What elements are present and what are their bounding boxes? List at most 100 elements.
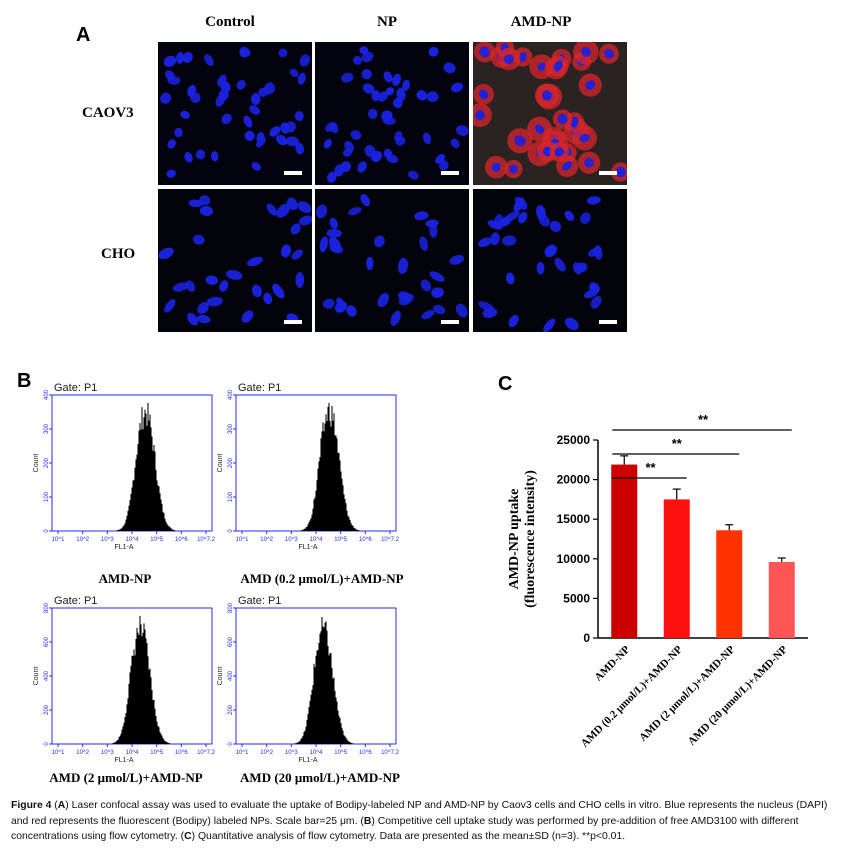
nucleus <box>580 212 591 224</box>
y-tick-label: 100 <box>228 491 234 502</box>
nucleus <box>557 114 568 125</box>
nucleus <box>251 162 261 171</box>
nucleus <box>554 257 566 272</box>
nucleus <box>377 91 388 102</box>
y-tick-label: 200 <box>228 457 234 468</box>
bar <box>663 499 690 638</box>
x-tick-label: 10^6 <box>175 537 188 543</box>
nucleus <box>220 81 231 94</box>
nucleus <box>197 302 209 315</box>
nucleus <box>498 216 512 227</box>
nucleus <box>165 70 175 81</box>
nucleus <box>289 68 299 78</box>
significance-marker: ** <box>698 412 709 427</box>
nucleus <box>176 52 185 64</box>
nucleus <box>219 280 229 292</box>
nucleus <box>290 223 301 235</box>
y-tick-label: 20000 <box>557 473 591 487</box>
nucleus <box>244 130 255 142</box>
nucleus <box>377 293 390 308</box>
y-tick-label: 300 <box>44 423 50 434</box>
nucleus <box>538 214 550 227</box>
nucleus <box>479 89 489 100</box>
category-label: AMD (20 μmol/L)+AMD-NP <box>686 643 790 747</box>
nucleus <box>361 69 372 80</box>
x-tick-label: 10^2 <box>260 537 273 543</box>
nucleus <box>280 244 292 258</box>
flow-label-amd-np: AMD-NP <box>98 571 152 586</box>
panel-c-letter: C <box>498 373 512 395</box>
nucleus <box>431 287 444 298</box>
nucleus <box>514 135 526 147</box>
x-axis-label: FL1-A <box>114 757 133 764</box>
y-tick-label: 100 <box>44 491 50 502</box>
nucleus <box>327 171 337 183</box>
nucleus <box>425 219 439 228</box>
category-label: AMD-NP <box>592 643 632 683</box>
nucleus <box>572 262 582 275</box>
y-tick-label: 15000 <box>557 512 591 526</box>
nucleus <box>251 284 262 298</box>
nucleus <box>285 121 296 133</box>
x-tick-label: 10^4 <box>310 537 323 543</box>
significance-marker: ** <box>645 460 656 475</box>
nucleus <box>580 47 591 57</box>
nucleus <box>491 162 501 172</box>
nucleus <box>164 299 176 313</box>
nucleus <box>518 52 527 62</box>
nucleus <box>490 232 500 246</box>
nucleus <box>286 197 298 211</box>
nucleus <box>429 271 445 282</box>
nucleus <box>397 291 412 302</box>
flow-label-amd-20: AMD (20 μmol/L)+AMD-NP <box>240 770 400 785</box>
nucleus <box>396 87 405 98</box>
nucleus <box>276 203 291 218</box>
nucleus <box>583 289 599 299</box>
nucleus <box>243 115 253 128</box>
nucleus <box>341 72 354 83</box>
y-tick-label: 10000 <box>557 552 591 566</box>
nucleus <box>294 110 304 122</box>
nucleus <box>184 151 193 163</box>
x-tick-label: 10^4 <box>126 750 139 756</box>
gate-label: Gate: P1 <box>54 382 97 394</box>
nucleus <box>158 247 174 260</box>
nucleus <box>298 215 312 226</box>
scale-bar <box>599 171 617 175</box>
x-tick-label: 10^4 <box>310 750 323 756</box>
nucleus <box>503 54 515 65</box>
significance-marker: ** <box>672 436 683 451</box>
x-tick-label: 10^2 <box>76 750 89 756</box>
nucleus <box>564 210 575 221</box>
nucleus <box>323 138 332 149</box>
gate-label: Gate: P1 <box>238 382 281 394</box>
nucleus <box>603 48 615 59</box>
x-tick-label: 10^2 <box>260 750 273 756</box>
x-tick-label: 10^1 <box>236 537 249 543</box>
nucleus <box>263 292 273 305</box>
y-tick-label: 600 <box>44 636 50 647</box>
panel-b-letter: B <box>17 370 32 392</box>
confocal-grid <box>158 42 627 332</box>
x-tick-label: 10^1 <box>52 750 65 756</box>
nucleus <box>206 296 223 307</box>
histogram-bins <box>294 617 354 744</box>
nucleus <box>352 55 362 65</box>
y-tick-label: 400 <box>228 670 234 681</box>
x-tick-label: 10^5 <box>334 537 347 543</box>
nucleus <box>594 245 603 260</box>
x-tick-label: 10^6 <box>359 750 372 756</box>
nucleus <box>366 256 374 271</box>
nucleus <box>185 280 196 292</box>
nucleus <box>329 121 339 134</box>
caption-c-label: C <box>184 831 192 842</box>
x-tick-label: 10^1 <box>52 537 65 543</box>
nucleus <box>187 312 199 326</box>
nucleus <box>433 304 446 315</box>
nucleus <box>160 92 172 104</box>
nucleus <box>428 46 439 57</box>
nuclei-cho-amd-np <box>477 196 603 332</box>
nucleus <box>383 148 393 159</box>
y-tick-label: 300 <box>228 423 234 434</box>
nucleus <box>316 204 328 219</box>
